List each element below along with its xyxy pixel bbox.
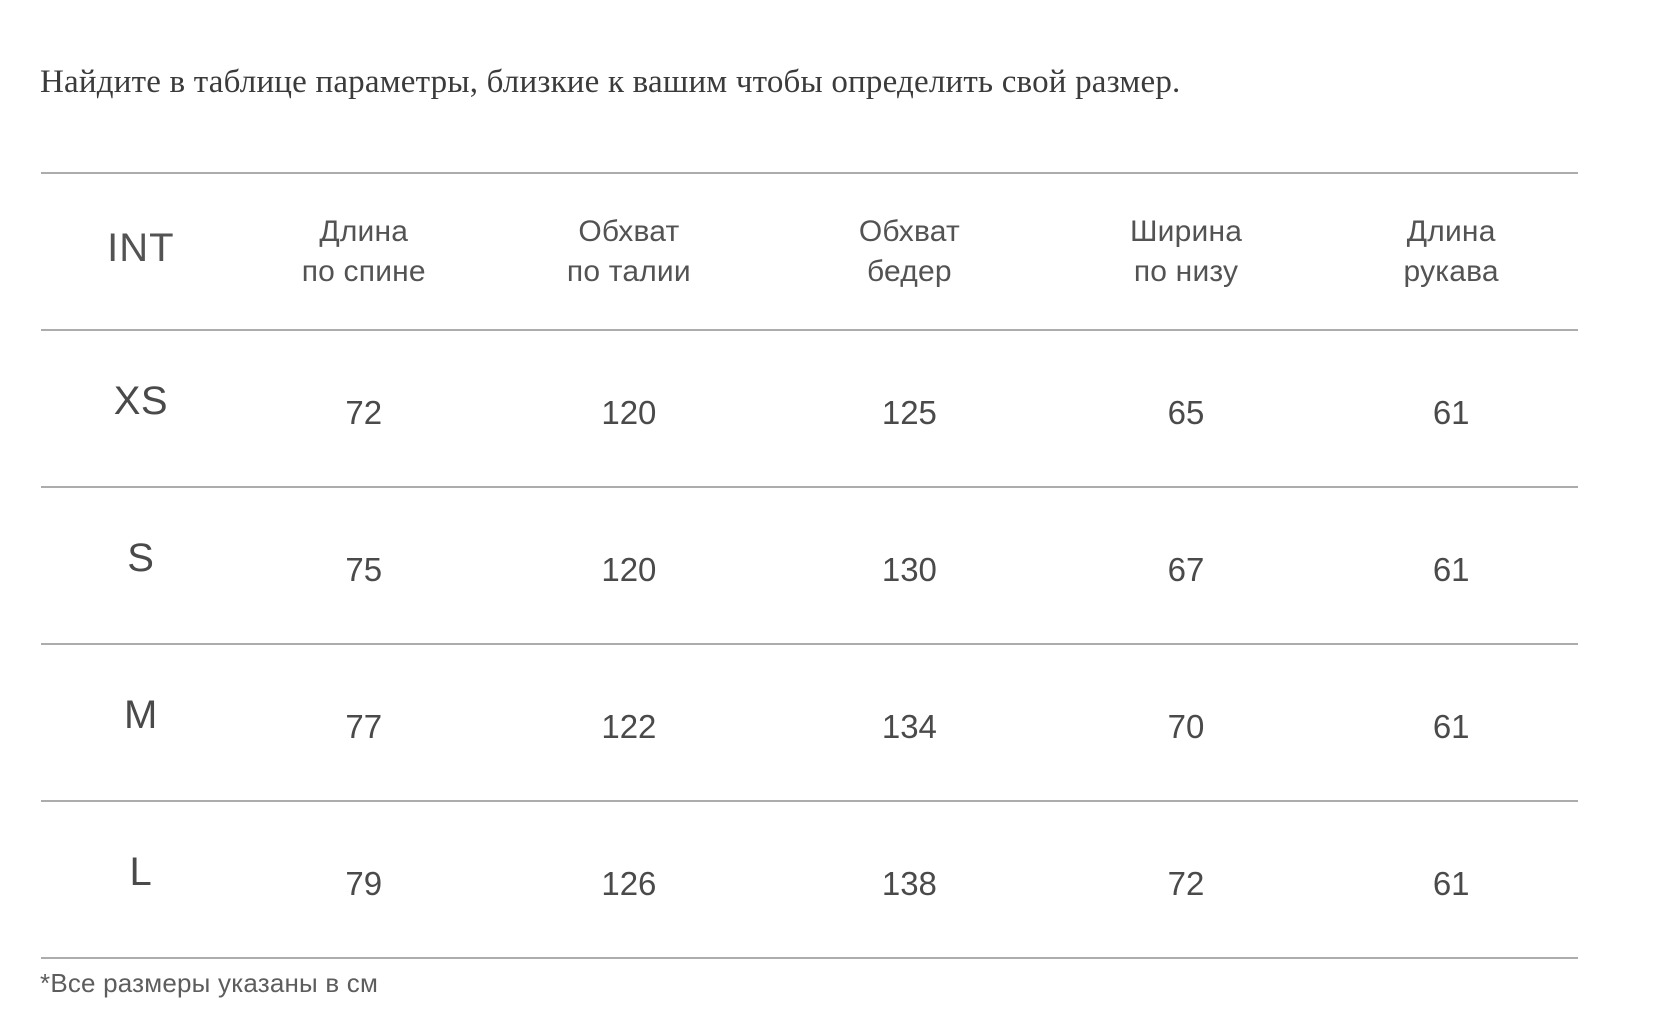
column-header-line1: Длина	[319, 214, 409, 248]
column-header-line2: бедер	[867, 254, 952, 288]
column-header-line1: Длина	[1406, 214, 1496, 248]
column-header-bottom-width: Ширина по низу	[1048, 173, 1325, 330]
value-cell: 125	[881, 393, 937, 431]
size-table: INT Длина по спине Обхват по талии Обхва…	[41, 172, 1578, 959]
column-header-sleeve-length: Длина рукава	[1324, 173, 1578, 330]
column-header-back-length: Длина по спине	[241, 173, 487, 330]
value-cell: 70	[1167, 707, 1205, 745]
footnote: *Все размеры указаны в см	[40, 968, 379, 998]
size-cell: M	[123, 693, 158, 737]
column-header-line2: по низу	[1133, 254, 1239, 288]
value-cell: 61	[1432, 707, 1470, 745]
column-header-line1: Ширина	[1129, 214, 1243, 248]
column-header-line2: по спине	[301, 254, 426, 288]
value-cell: 65	[1167, 393, 1205, 431]
value-cell: 61	[1432, 550, 1470, 588]
value-cell: 126	[601, 864, 657, 902]
column-header-int: INT	[107, 226, 175, 270]
column-header-line1: Обхват	[858, 214, 960, 248]
table-row-l: L 79 126 138 72 61	[41, 801, 1578, 958]
size-cell: L	[129, 850, 153, 894]
value-cell: 61	[1432, 864, 1470, 902]
value-cell: 120	[601, 393, 657, 431]
column-header-line2: рукава	[1403, 254, 1499, 288]
value-cell: 72	[345, 393, 383, 431]
column-header-line2: по талии	[566, 254, 691, 288]
column-header-waist: Обхват по талии	[487, 173, 771, 330]
value-cell: 134	[881, 707, 937, 745]
header-row: INT Длина по спине Обхват по талии Обхва…	[41, 173, 1578, 330]
table-row-s: S 75 120 130 67 61	[41, 487, 1578, 644]
value-cell: 130	[881, 550, 937, 588]
column-header-line1: Обхват	[578, 214, 680, 248]
table-row-xs: XS 72 120 125 65 61	[41, 330, 1578, 487]
value-cell: 67	[1167, 550, 1205, 588]
value-cell: 75	[345, 550, 383, 588]
value-cell: 61	[1432, 393, 1470, 431]
table-row-m: M 77 122 134 70 61	[41, 644, 1578, 801]
column-header-hips: Обхват бедер	[771, 173, 1048, 330]
value-cell: 120	[601, 550, 657, 588]
page-title: Найдите в таблице параметры, близкие к в…	[40, 64, 1181, 100]
value-cell: 77	[345, 707, 383, 745]
value-cell: 122	[601, 707, 657, 745]
size-cell: XS	[113, 379, 169, 423]
size-cell: S	[127, 536, 155, 580]
value-cell: 72	[1167, 864, 1205, 902]
value-cell: 79	[345, 864, 383, 902]
value-cell: 138	[881, 864, 937, 902]
